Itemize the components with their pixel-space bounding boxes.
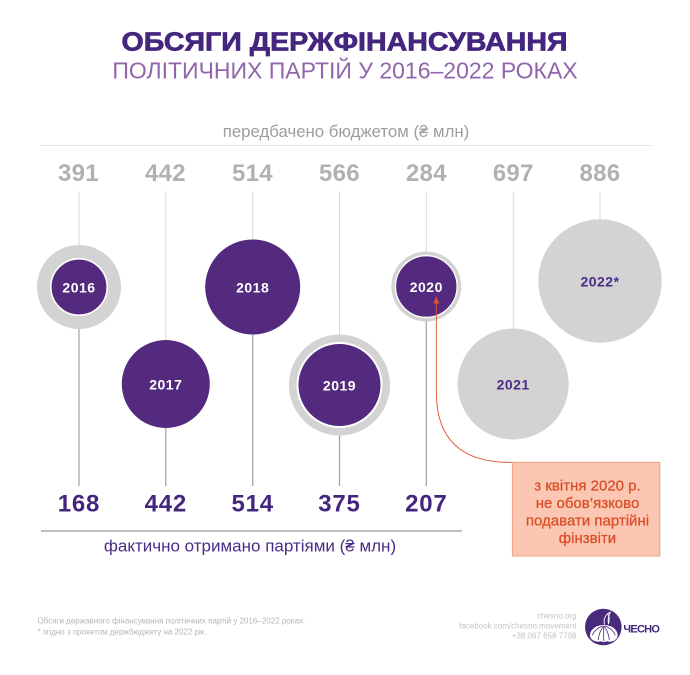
svg-text:ОБСЯГИ ДЕРЖФІНАНСУВАННЯ: ОБСЯГИ ДЕРЖФІНАНСУВАННЯ [122,28,568,56]
svg-text:+38 067 658 7798: +38 067 658 7798 [512,632,577,641]
svg-text:фінзвіти: фінзвіти [559,530,616,547]
svg-text:подавати партійні: подавати партійні [526,513,649,530]
svg-text:фактично отримано партіями (₴: фактично отримано партіями (₴ млн) [104,537,396,556]
svg-text:Обсяги державного фінансування: Обсяги державного фінансування політични… [38,616,306,625]
svg-text:514: 514 [232,160,273,187]
svg-text:з квітня 2020 р.: з квітня 2020 р. [534,478,640,495]
svg-text:facebook.com/chesno.movement: facebook.com/chesno.movement [459,622,577,631]
svg-text:ЧЕСНО: ЧЕСНО [623,623,660,635]
svg-text:не обов’язково: не обов’язково [536,495,640,512]
svg-text:* згідно з проектом держбюджет: * згідно з проектом держбюджету на 2022 … [38,628,207,637]
svg-text:ПОЛІТИЧНИХ ПАРТІЙ У 2016–2022: ПОЛІТИЧНИХ ПАРТІЙ У 2016–2022 РОКАХ [112,56,577,83]
svg-text:391: 391 [58,160,99,187]
svg-text:передбачено бюджетом (₴ млн): передбачено бюджетом (₴ млн) [223,122,469,141]
svg-text:886: 886 [580,160,621,187]
svg-text:2021: 2021 [497,376,530,392]
svg-text:207: 207 [405,491,447,518]
svg-text:168: 168 [58,491,100,518]
svg-text:2016: 2016 [62,279,95,295]
svg-text:375: 375 [318,491,360,518]
svg-text:442: 442 [145,160,186,187]
svg-text:442: 442 [145,491,187,518]
svg-text:2022*: 2022* [580,273,619,289]
svg-text:284: 284 [406,160,447,187]
svg-text:2017: 2017 [149,376,182,392]
svg-text:514: 514 [231,491,273,518]
svg-text:2019: 2019 [323,377,356,393]
svg-text:2020: 2020 [410,279,443,295]
svg-text:2018: 2018 [236,279,269,295]
svg-text:566: 566 [319,160,360,187]
svg-text:chesno.org: chesno.org [537,612,577,621]
svg-text:697: 697 [493,160,534,187]
